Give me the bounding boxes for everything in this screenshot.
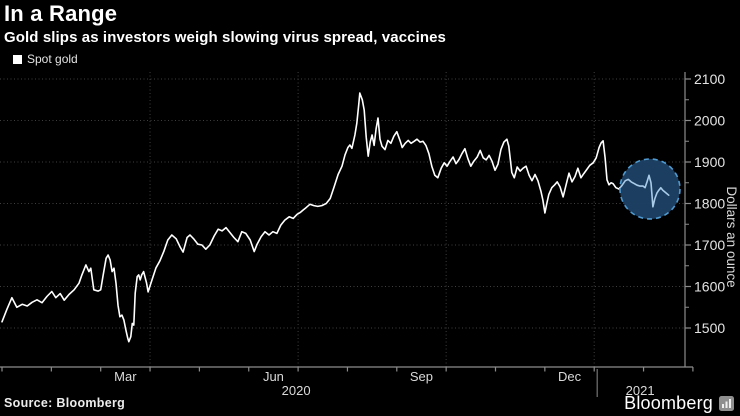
x-label-jun: Jun bbox=[263, 369, 284, 384]
source-attribution: Source: Bloomberg bbox=[4, 396, 126, 410]
legend-swatch-icon bbox=[13, 54, 22, 64]
spot-gold-line-highlighted bbox=[619, 158, 670, 219]
x-label-sep: Sep bbox=[410, 369, 433, 384]
bloomberg-brand: Bloomberg bbox=[624, 393, 734, 414]
y-tick-label-1800: 1800 bbox=[694, 196, 725, 212]
legend-label: Spot gold bbox=[27, 52, 78, 66]
y-axis-title: Dollars an ounce bbox=[724, 186, 739, 287]
y-tick-label-1600: 1600 bbox=[694, 279, 725, 295]
bloomberg-wordmark: Bloomberg bbox=[624, 393, 713, 413]
chart-subtitle: Gold slips as investors weigh slowing vi… bbox=[4, 29, 446, 46]
y-tick-label-2100: 2100 bbox=[694, 71, 725, 87]
x-label-mar: Mar bbox=[114, 369, 137, 384]
spot-gold-line bbox=[1, 92, 670, 343]
y-tick-label-1500: 1500 bbox=[694, 320, 725, 336]
y-tick-label-1900: 1900 bbox=[694, 154, 725, 170]
highlight-circle-border bbox=[619, 158, 681, 220]
x-label-dec: Dec bbox=[558, 369, 582, 384]
bloomberg-chart-icon bbox=[719, 396, 734, 411]
highlight-circle-annotation bbox=[619, 158, 680, 219]
legend: Spot gold bbox=[13, 52, 78, 66]
year-label-2020: 2020 bbox=[282, 383, 311, 398]
y-tick-label-1700: 1700 bbox=[694, 237, 725, 253]
year-label-2021: 2021 bbox=[626, 383, 655, 398]
page-title: In a Range bbox=[4, 1, 118, 26]
y-tick-label-2000: 2000 bbox=[694, 113, 725, 129]
